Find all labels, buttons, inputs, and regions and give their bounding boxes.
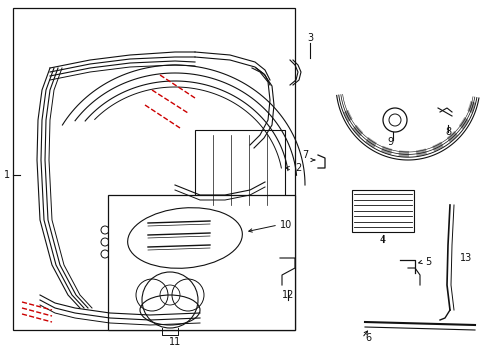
Text: 11: 11 <box>168 337 181 347</box>
Text: 8: 8 <box>444 127 450 137</box>
Text: 12: 12 <box>281 290 294 300</box>
Bar <box>195 130 285 210</box>
Text: 4: 4 <box>379 235 385 245</box>
Text: 9: 9 <box>386 137 392 147</box>
Text: 10: 10 <box>280 220 292 230</box>
Text: 5: 5 <box>424 257 430 267</box>
Text: 13: 13 <box>459 253 471 263</box>
Bar <box>351 190 413 232</box>
Text: 1: 1 <box>4 170 10 180</box>
Bar <box>108 195 294 330</box>
Text: 6: 6 <box>364 333 370 343</box>
Text: 2: 2 <box>294 163 301 173</box>
Text: 3: 3 <box>306 33 312 43</box>
Text: 7: 7 <box>301 150 307 160</box>
Bar <box>13 8 294 330</box>
